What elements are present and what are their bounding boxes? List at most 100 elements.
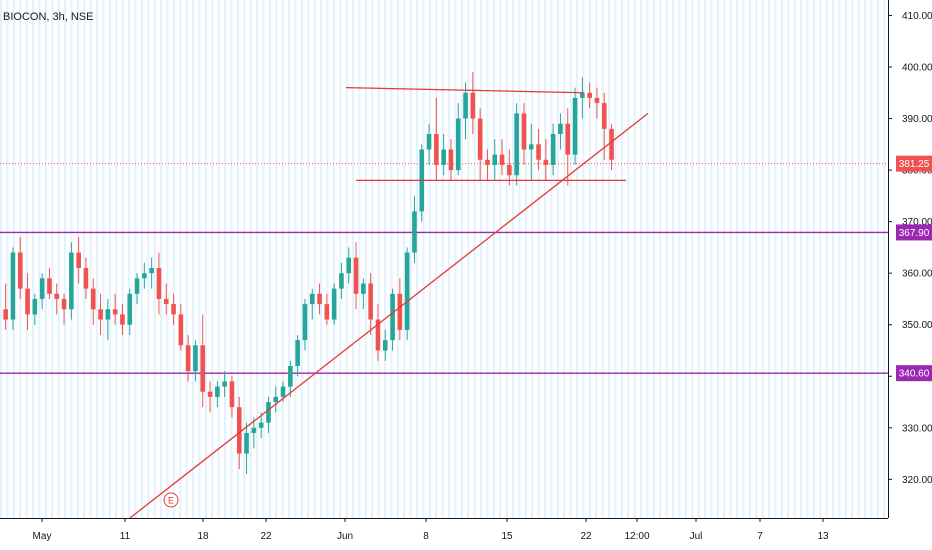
candle[interactable] — [492, 139, 498, 181]
candle[interactable] — [185, 335, 191, 382]
candle[interactable] — [514, 103, 519, 186]
candle[interactable] — [331, 283, 337, 325]
candle[interactable] — [178, 304, 184, 351]
candle-body — [90, 288, 96, 310]
session-stripe — [857, 0, 860, 518]
candle[interactable] — [404, 247, 410, 341]
candle[interactable] — [485, 149, 490, 181]
candle[interactable] — [156, 252, 162, 315]
candle[interactable] — [266, 396, 271, 433]
candle-body — [149, 268, 154, 274]
candle[interactable] — [412, 195, 417, 263]
candle[interactable] — [193, 340, 198, 382]
candle[interactable] — [477, 108, 483, 181]
candle[interactable] — [419, 144, 425, 222]
session-stripe — [230, 0, 233, 518]
candle[interactable] — [470, 72, 476, 135]
candle[interactable] — [25, 273, 30, 330]
candle[interactable] — [295, 335, 300, 377]
candle[interactable] — [448, 139, 454, 181]
candle[interactable] — [120, 304, 125, 336]
candle-body — [112, 309, 118, 315]
candle[interactable] — [54, 283, 60, 315]
candle[interactable] — [258, 412, 264, 439]
candle[interactable] — [528, 123, 534, 181]
candle[interactable] — [229, 376, 235, 418]
candle[interactable] — [382, 329, 388, 361]
candle[interactable] — [134, 273, 140, 305]
candle[interactable] — [200, 314, 206, 408]
candle[interactable] — [324, 293, 330, 325]
candle[interactable] — [587, 82, 592, 109]
candle[interactable] — [317, 283, 322, 315]
candle[interactable] — [17, 237, 23, 299]
candle[interactable] — [10, 247, 16, 330]
candle[interactable] — [76, 237, 81, 284]
candle[interactable] — [580, 77, 585, 119]
candle-body — [412, 211, 417, 253]
candle[interactable] — [455, 103, 461, 176]
candle[interactable] — [353, 242, 359, 310]
candle[interactable] — [346, 247, 352, 284]
candle[interactable] — [302, 298, 308, 351]
candle[interactable] — [90, 278, 96, 325]
candle[interactable] — [171, 293, 176, 325]
candle[interactable] — [390, 288, 395, 351]
candle[interactable] — [69, 242, 74, 320]
candle[interactable] — [273, 386, 279, 413]
candle[interactable] — [434, 97, 439, 181]
candle[interactable] — [521, 103, 527, 165]
candle[interactable] — [112, 293, 118, 325]
candle[interactable] — [499, 139, 505, 176]
candle[interactable] — [142, 262, 147, 289]
session-stripe — [409, 0, 412, 518]
candle[interactable] — [32, 293, 38, 325]
candle[interactable] — [572, 87, 578, 165]
candle[interactable] — [309, 288, 315, 320]
candle[interactable] — [426, 123, 432, 165]
candle[interactable] — [361, 278, 366, 310]
candle[interactable] — [536, 128, 541, 171]
x-tick-label: May — [33, 531, 52, 542]
candle[interactable] — [149, 257, 154, 289]
session-stripe — [665, 0, 668, 518]
candle-body — [536, 144, 541, 160]
candle[interactable] — [61, 293, 67, 325]
candle[interactable] — [215, 381, 220, 408]
candle[interactable] — [98, 293, 103, 336]
candle[interactable] — [288, 360, 293, 397]
candle[interactable] — [47, 268, 52, 299]
candle[interactable] — [441, 134, 446, 176]
candle[interactable] — [339, 262, 344, 299]
candle[interactable] — [565, 108, 571, 186]
event-marker[interactable]: E — [163, 492, 179, 508]
candle[interactable] — [39, 273, 45, 310]
session-stripe — [403, 0, 406, 518]
candle[interactable] — [463, 82, 468, 140]
candle[interactable] — [609, 123, 614, 171]
candle[interactable] — [507, 149, 512, 186]
candle-body — [244, 432, 249, 454]
candle[interactable] — [601, 92, 607, 160]
candle[interactable] — [163, 283, 169, 315]
candle[interactable] — [543, 139, 549, 181]
candle[interactable] — [550, 123, 556, 176]
candle[interactable] — [368, 273, 373, 336]
candle[interactable] — [3, 283, 8, 330]
candle[interactable] — [222, 371, 227, 397]
trendline[interactable] — [345, 86, 585, 94]
candle[interactable] — [105, 298, 111, 341]
candle[interactable] — [83, 257, 89, 299]
candle[interactable] — [558, 113, 563, 150]
candle[interactable] — [594, 87, 600, 119]
candle[interactable] — [244, 422, 249, 475]
candle-body — [134, 278, 140, 294]
candle[interactable] — [397, 278, 403, 341]
candle[interactable] — [251, 417, 257, 449]
candle[interactable] — [375, 304, 381, 361]
trendlines[interactable] — [129, 86, 649, 519]
candle[interactable] — [127, 288, 133, 336]
candle[interactable] — [207, 381, 213, 413]
